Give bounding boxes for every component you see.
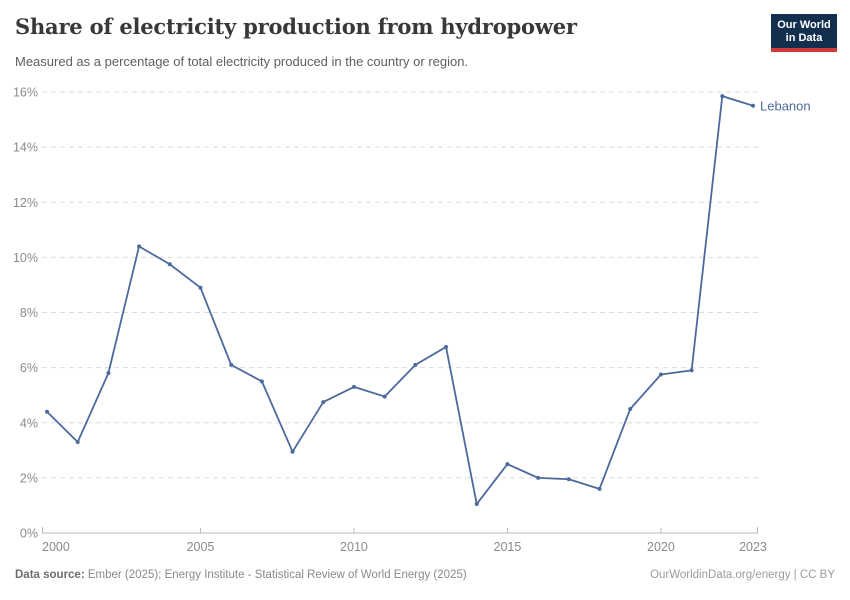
- data-point-2004: [167, 262, 172, 267]
- data-point-2009: [321, 400, 326, 405]
- data-point-2022: [720, 94, 725, 99]
- data-source-note: Data source: Ember (2025); Energy Instit…: [15, 569, 467, 581]
- y-tick-label-0pct: 0%: [20, 527, 38, 541]
- data-point-2020: [658, 372, 663, 377]
- data-point-2002: [106, 371, 111, 376]
- chart-title: Share of electricity production from hyd…: [15, 14, 577, 39]
- chart-footer: Data source: Ember (2025); Energy Instit…: [15, 569, 835, 581]
- data-point-2010: [351, 384, 356, 389]
- data-point-2015: [505, 462, 510, 467]
- x-tick-label-2020: 2020: [647, 540, 675, 554]
- y-tick-label-14pct: 14%: [13, 141, 38, 155]
- data-point-2023: [751, 103, 755, 108]
- owid-credit-link[interactable]: OurWorldinData.org/energy | CC BY: [650, 569, 835, 581]
- data-source-text: Ember (2025); Energy Institute - Statist…: [84, 569, 467, 581]
- y-tick-label-10pct: 10%: [13, 251, 38, 265]
- y-tick-label-12pct: 12%: [13, 196, 38, 210]
- data-point-2008: [290, 449, 295, 454]
- data-point-2000: [45, 409, 49, 414]
- data-point-2007: [259, 379, 264, 384]
- data-point-2003: [137, 244, 142, 249]
- x-tick-label-2000: 2000: [42, 540, 70, 554]
- y-tick-label-8pct: 8%: [20, 306, 38, 320]
- x-tick-label-2015: 2015: [494, 540, 522, 554]
- data-point-2019: [628, 406, 633, 411]
- data-point-2001: [75, 440, 80, 445]
- y-tick-label-16pct: 16%: [13, 86, 38, 100]
- data-point-2012: [413, 362, 418, 367]
- data-point-2006: [229, 362, 234, 367]
- chart-subtitle: Measured as a percentage of total electr…: [15, 54, 469, 69]
- series-label-lebanon: Lebanon: [760, 98, 811, 113]
- owid-logo-line1: Our World: [777, 19, 831, 31]
- y-tick-label-6pct: 6%: [20, 361, 38, 375]
- x-tick-label-2010: 2010: [340, 540, 368, 554]
- data-point-2017: [566, 477, 571, 482]
- x-tick-label-2005: 2005: [187, 540, 215, 554]
- data-point-2013: [444, 344, 449, 349]
- data-point-2021: [689, 368, 694, 373]
- owid-logo-line2: in Data: [785, 31, 823, 44]
- series-line-lebanon: [46, 95, 754, 505]
- x-tick-label-2023: 2023: [739, 540, 767, 554]
- y-tick-label-4pct: 4%: [20, 416, 38, 430]
- data-point-2014: [474, 502, 479, 507]
- data-point-2018: [597, 486, 602, 491]
- data-source-label: Data source:: [15, 569, 85, 581]
- data-point-2011: [382, 394, 387, 399]
- y-tick-label-2pct: 2%: [20, 471, 38, 485]
- data-point-2016: [536, 475, 541, 480]
- owid-logo[interactable]: Our World in Data: [771, 14, 837, 52]
- data-point-2005: [198, 285, 203, 290]
